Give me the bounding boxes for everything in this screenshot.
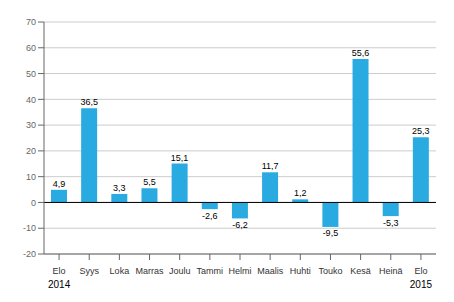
svg-text:2015: 2015 xyxy=(410,279,433,290)
svg-text:5,5: 5,5 xyxy=(143,177,156,187)
svg-text:20: 20 xyxy=(26,146,36,156)
svg-text:-6,2: -6,2 xyxy=(232,220,248,230)
svg-text:Marras: Marras xyxy=(136,266,165,276)
svg-text:-2,6: -2,6 xyxy=(202,211,218,221)
svg-text:Maalis: Maalis xyxy=(257,266,284,276)
svg-text:15,1: 15,1 xyxy=(171,153,189,163)
svg-text:-5,3: -5,3 xyxy=(383,218,399,228)
svg-text:30: 30 xyxy=(26,120,36,130)
svg-text:-20: -20 xyxy=(23,249,36,259)
svg-text:Tammi: Tammi xyxy=(197,266,224,276)
svg-text:11,7: 11,7 xyxy=(262,161,279,171)
svg-text:Syys: Syys xyxy=(79,266,99,276)
svg-text:3,3: 3,3 xyxy=(113,183,126,193)
svg-text:Touko: Touko xyxy=(318,266,342,276)
svg-text:Loka: Loka xyxy=(110,266,130,276)
svg-text:-9,5: -9,5 xyxy=(323,228,339,238)
svg-text:2014: 2014 xyxy=(48,279,71,290)
svg-text:-10: -10 xyxy=(23,223,36,233)
svg-text:4,9: 4,9 xyxy=(53,179,66,189)
svg-text:Heinä: Heinä xyxy=(379,266,403,276)
svg-text:40: 40 xyxy=(26,95,36,105)
svg-text:70: 70 xyxy=(26,17,36,27)
svg-text:Elo: Elo xyxy=(414,266,427,276)
svg-text:1,2: 1,2 xyxy=(294,188,307,198)
svg-text:36,5: 36,5 xyxy=(80,97,98,107)
svg-text:0: 0 xyxy=(31,198,36,208)
svg-text:Elo: Elo xyxy=(53,266,66,276)
svg-text:25,3: 25,3 xyxy=(412,126,430,136)
svg-text:60: 60 xyxy=(26,43,36,53)
svg-text:Joulu: Joulu xyxy=(169,266,191,276)
svg-text:Helmi: Helmi xyxy=(228,266,251,276)
svg-text:Kesä: Kesä xyxy=(350,266,371,276)
svg-text:55,6: 55,6 xyxy=(352,48,370,58)
svg-text:Huhti: Huhti xyxy=(290,266,311,276)
svg-text:10: 10 xyxy=(26,172,36,182)
svg-text:50: 50 xyxy=(26,69,36,79)
